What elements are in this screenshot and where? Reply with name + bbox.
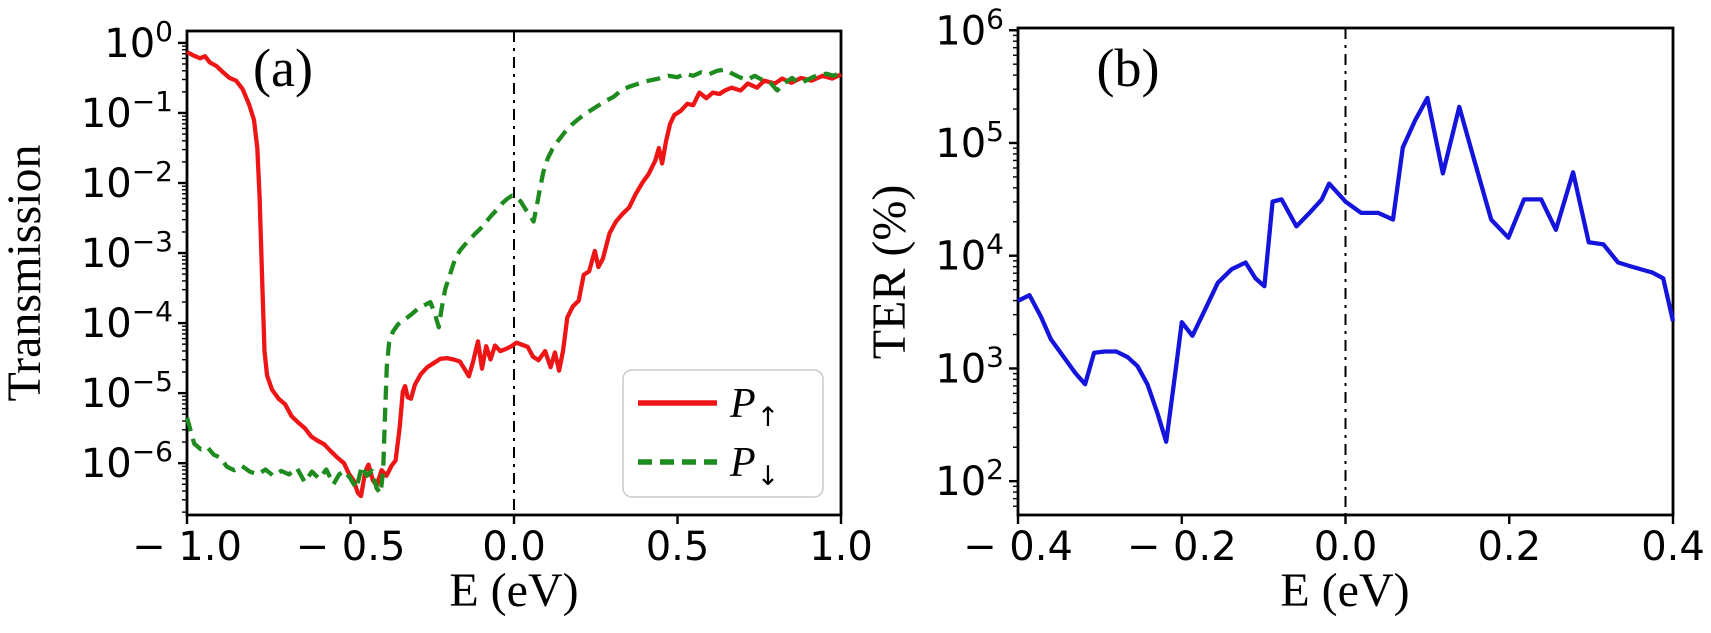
panel-a-tag: (a) [253,38,313,98]
y-tick-label: 106 [935,2,1004,54]
panel-a-legend: P↑ P↓ [622,369,824,498]
legend-label-p-down: P↓ [729,440,779,492]
x-tick-label: − 0.4 [963,524,1073,570]
panel-b-y-axis-label: TER (%) [863,185,916,360]
y-tick-label: 100 [104,15,173,67]
x-tick-label: 0.0 [1314,524,1378,570]
y-tick-label: 10−6 [81,435,173,487]
panel-a-plot-area [185,29,843,517]
y-tick-label: 10−4 [81,295,173,347]
panel-b-ticks: − 0.4 − 0.2 0.0 0.2 0.4 106 105 104 103 102 [935,2,1705,570]
x-tick-label: − 0.2 [1127,524,1237,570]
panel-a-curve-p-up [185,50,842,499]
panel-a: − 1.0 − 0.5 0.0 0.5 1.0 100 10−1 10−2 10−3 10−4 10… [0,15,873,617]
panel-a-x-axis-label: E (eV) [449,564,578,617]
panel-b-tag: (b) [1097,38,1160,98]
y-tick-label: 102 [935,453,1004,505]
x-tick-label: 0.0 [482,524,546,570]
y-tick-label: 10−1 [81,85,173,137]
x-tick-label: − 1.0 [132,524,242,570]
x-tick-label: 0.4 [1641,524,1705,570]
y-tick-label: 10−5 [81,365,173,417]
panel-a-y-axis-label: Transmission [0,145,51,402]
panel-b: − 0.4 − 0.2 0.0 0.2 0.4 106 105 104 103 102 (b) T… [863,2,1705,617]
x-tick-label: 0.5 [646,524,710,570]
panel-a-curve-p-down [184,67,842,496]
y-tick-label: 104 [935,228,1004,280]
panel-b-curve-ter [1017,95,1676,444]
legend-label-p-up: P↑ [729,381,779,433]
panel-a-ticks: − 1.0 − 0.5 0.0 0.5 1.0 100 10−1 10−2 10−3 10−4 10… [81,15,873,570]
y-tick-label: 105 [935,115,1004,167]
x-tick-label: 1.0 [809,524,873,570]
x-tick-label: − 0.5 [296,524,406,570]
y-tick-label: 103 [935,340,1004,392]
y-tick-label: 10−2 [81,155,173,207]
panel-b-x-axis-label: E (eV) [1280,564,1409,617]
y-tick-label: 10−3 [81,225,173,277]
legend-box [622,369,824,498]
x-tick-label: 0.2 [1477,524,1541,570]
panel-b-plot-area [1016,26,1675,517]
